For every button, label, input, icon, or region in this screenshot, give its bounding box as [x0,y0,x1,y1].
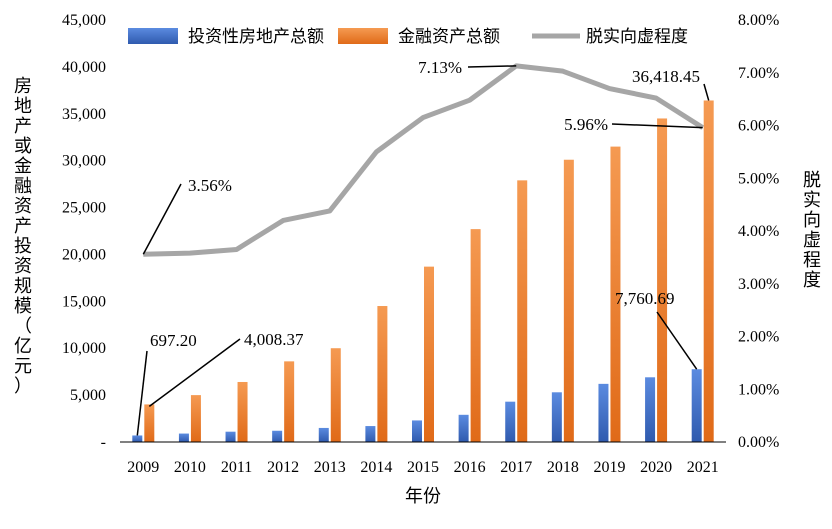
annotations-layer: 697.20 4,008.37 3.56% 7.13% 5.96% 36,418.45 7,… [136,58,710,436]
y-left-axis-title: 房地产或金融资产投资规模（亿元） [14,76,32,397]
bar-financial-2011 [237,381,248,442]
annotation-leader [703,83,710,101]
annotation-label: 4,008.37 [244,330,304,349]
bar-financial-2010 [190,395,201,442]
bar-real-estate-2011 [225,431,236,442]
annotation-leader [148,338,241,408]
legend-label-financial: 金融资产总额 [398,27,500,47]
y-left-tick-label: 5,000 [70,387,106,404]
line-layer [143,63,705,257]
bar-real-estate-2019 [598,383,609,442]
y-right-tick-label: 6.00% [738,118,779,135]
x-tick-label: 2020 [640,459,672,476]
annotation-leader [656,311,698,370]
x-tick-label: 2011 [221,459,252,476]
y-left-tick-label: - [101,434,106,451]
y-left-tick-label: 10,000 [62,340,106,357]
annotation-label: 36,418.45 [632,67,700,86]
bar-real-estate-2015 [412,420,422,442]
bar-financial-2014 [377,306,388,442]
legend-swatch-real-estate [128,28,178,44]
x-tick-label: 2015 [407,459,439,476]
x-tick-label: 2021 [687,459,719,476]
x-tick-label: 2017 [500,459,532,476]
y-right-tick-label: 1.00% [738,381,779,398]
bar-real-estate-2010 [178,433,189,442]
bar-financial-2018 [563,159,574,442]
bars-layer [132,100,714,443]
bar-financial-2016 [470,229,481,442]
bar-financial-2020 [657,118,668,442]
annotation-leader [467,65,517,68]
bar-real-estate-2017 [505,401,516,442]
bar-real-estate-2014 [365,426,376,442]
ticks-layer: - 5,000 10,000 15,000 20,000 25,000 30,000 35,0… [62,12,779,476]
bar-financial-2015 [424,266,434,442]
bar-financial-2021 [703,100,714,443]
x-tick-label: 2016 [454,459,486,476]
annotation-leader [611,123,703,129]
annotation-label: 3.56% [188,176,232,195]
y-left-tick-label: 40,000 [62,59,106,76]
bar-real-estate-2018 [551,392,562,442]
y-right-tick-label: 0.00% [738,434,779,451]
y-right-tick-label: 5.00% [738,170,779,187]
bar-real-estate-2021 [691,369,702,442]
bar-financial-2009 [144,404,155,442]
bar-real-estate-2013 [318,427,329,442]
axis-titles: 年份 房地产或金融资产投资规模（亿元） 脱实向虚程度 [14,76,821,507]
bar-real-estate-2012 [272,430,283,442]
legend-swatch-financial [338,28,388,44]
x-tick-label: 2018 [547,459,579,476]
annotation-leader [136,350,148,436]
x-tick-label: 2009 [127,459,159,476]
y-left-tick-label: 15,000 [62,293,106,310]
y-left-tick-label: 30,000 [62,153,106,170]
y-right-tick-label: 8.00% [738,12,779,29]
x-tick-label: 2010 [174,459,206,476]
y-right-tick-label: 7.00% [738,65,779,82]
y-right-tick-label: 2.00% [738,329,779,346]
y-right-tick-label: 3.00% [738,276,779,293]
bar-financial-2017 [517,180,528,443]
y-left-tick-label: 25,000 [62,200,106,217]
y-left-tick-label: 35,000 [62,106,106,123]
annotation-label: 697.20 [150,331,197,350]
annotation-label: 5.96% [564,115,608,134]
y-left-tick-label: 20,000 [62,246,106,263]
legend-label-real-estate: 投资性房地产总额 [188,27,324,47]
bar-financial-2013 [330,348,341,442]
bar-financial-2019 [610,146,621,442]
x-axis-title: 年份 [405,486,441,507]
y-right-axis-title: 脱实向虚程度 [803,170,821,291]
bar-real-estate-2016 [458,414,469,442]
bar-real-estate-2009 [132,435,143,442]
y-right-tick-label: 4.00% [738,223,779,240]
x-tick-label: 2014 [360,459,392,476]
legend-label-ratio: 脱实向虚程度 [586,27,688,47]
legend: 投资性房地产总额 金融资产总额 脱实向虚程度 [128,27,688,47]
annotation-label: 7,760.69 [615,289,675,308]
y-left-tick-label: 45,000 [62,12,106,29]
bar-financial-2012 [284,361,295,442]
annotation-label: 7.13% [418,58,462,77]
annotation-leader [142,183,182,255]
x-tick-label: 2013 [314,459,346,476]
x-tick-label: 2012 [267,459,299,476]
bar-real-estate-2020 [645,377,656,442]
x-tick-label: 2019 [593,459,625,476]
line-ratio [143,63,705,257]
